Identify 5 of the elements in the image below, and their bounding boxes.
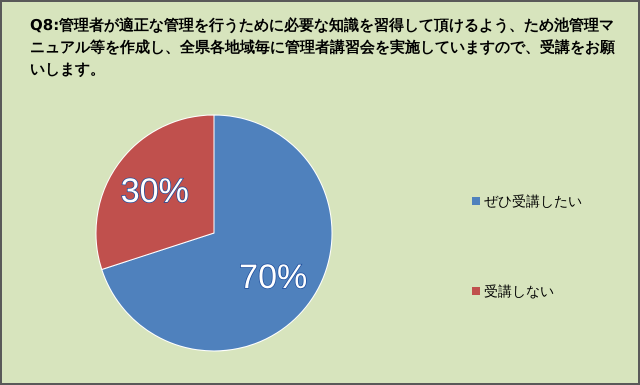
legend-label: ぜひ受講したい <box>484 194 582 210</box>
legend-label: 受講しない <box>484 284 554 300</box>
data-label: 30% <box>120 172 189 210</box>
data-label: 70% <box>239 258 308 296</box>
chart-title: Q8:管理者が適正な管理を行うために必要な知識を習得して頂けるよう、ため池管理マニュアル等を作成し、全県各地域毎に管理者講習会を実施していますので、受講をお願いします。 <box>30 15 616 80</box>
